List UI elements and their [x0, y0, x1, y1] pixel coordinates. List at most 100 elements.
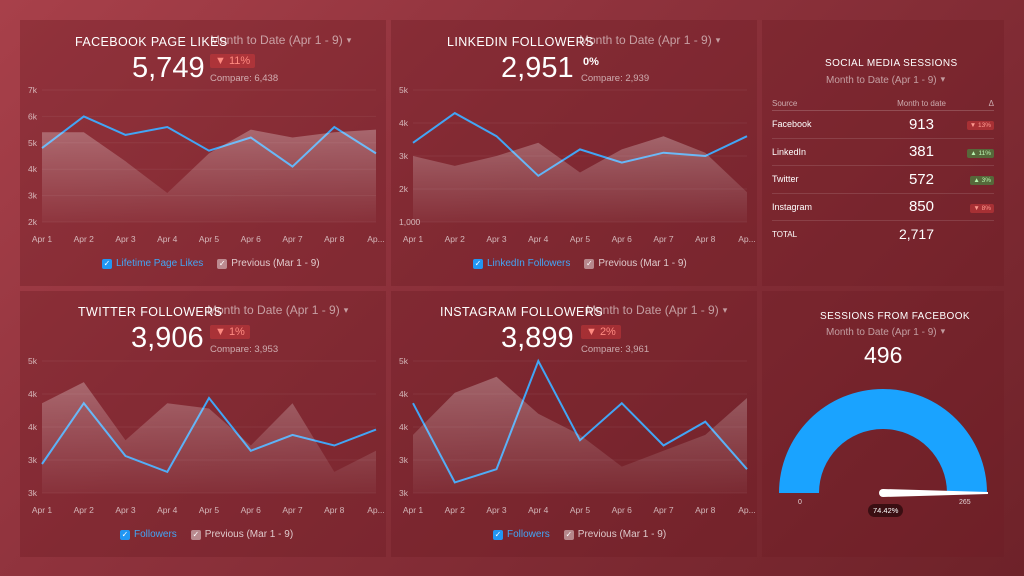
y-tick-label: 4k: [399, 389, 409, 399]
kpi-value: 3,906: [131, 322, 204, 354]
gauge-arc: [779, 389, 987, 493]
chart-legend: ✓ LinkedIn Followers ✓ Previous (Mar 1 - 9…: [473, 258, 687, 269]
y-tick-label: 7k: [28, 85, 38, 95]
chart-legend: ✓ Followers ✓ Previous (Mar 1 - 9): [120, 529, 293, 540]
legend-previous[interactable]: ✓ Previous (Mar 1 - 9): [584, 258, 687, 269]
previous-period-area: [42, 129, 376, 222]
panel-title: INSTAGRAM FOLLOWERS: [440, 305, 603, 319]
panel-title: FACEBOOK PAGE LIKES: [75, 35, 228, 49]
y-tick-label: 3k: [28, 455, 38, 465]
x-tick-label: Apr 3: [486, 234, 507, 244]
date-range-dropdown[interactable]: Month to Date (Apr 1 - 9) ▾: [826, 74, 946, 86]
legend-current[interactable]: ✓ Followers: [120, 529, 177, 540]
twitter-followers-panel: TWITTER FOLLOWERS Month to Date (Apr 1 -…: [20, 291, 386, 557]
checkbox-checked-icon: ✓: [493, 529, 503, 540]
x-tick-label: Ap...: [738, 234, 755, 244]
y-tick-label: 4k: [28, 422, 38, 432]
x-tick-label: Apr 2: [74, 505, 95, 515]
twitter-followers-chart: 5k 4k 4k 3k 3k Apr 1 Apr 2 Apr 3 Apr 4 Apr 5 Apr 6…: [28, 356, 385, 515]
legend-current[interactable]: ✓ Lifetime Page Likes: [102, 258, 204, 269]
kpi-value: 3,899: [501, 322, 574, 354]
y-tick-label: 4k: [28, 389, 38, 399]
gauge-max-label: 265: [959, 499, 971, 506]
x-tick-label: Ap...: [367, 234, 384, 244]
checkbox-checked-icon: ✓: [102, 258, 112, 269]
header-source: Source: [772, 96, 854, 111]
y-tick-label: 2k: [399, 184, 409, 194]
compare-value: Compare: 2,939: [581, 73, 650, 84]
chevron-down-icon: ▾: [715, 35, 721, 45]
y-tick-label: 5k: [399, 85, 409, 95]
x-tick-label: Apr 1: [32, 505, 53, 515]
legend-previous[interactable]: ✓ Previous (Mar 1 - 9): [190, 529, 294, 540]
gauge-min-label: 0: [798, 499, 802, 506]
facebook-likes-chart: 7k 6k 5k 4k 3k 2k Apr 1 Apr 2 Apr 3 Apr 4 Apr 5 Apr…: [28, 85, 385, 244]
compare-value: Compare: 3,961: [581, 344, 650, 355]
date-range-dropdown[interactable]: Month to Date (Apr 1 - 9) ▾: [207, 303, 349, 317]
x-tick-label: Apr 5: [570, 505, 591, 515]
legend-previous[interactable]: ✓ Previous (Mar 1 - 9): [563, 529, 667, 540]
x-tick-label: Apr 8: [695, 505, 716, 515]
table-row: Instagram 850 ▼ 8%: [772, 193, 994, 221]
x-tick-label: Apr 3: [115, 505, 136, 515]
kpi-value: 2,951: [501, 52, 574, 84]
row-value: 913: [854, 110, 946, 139]
y-tick-label: 4k: [399, 118, 409, 128]
legend-previous[interactable]: ✓ Previous (Mar 1 - 9): [217, 258, 320, 269]
change-badge: ▼ 11%: [210, 54, 256, 68]
row-source: Instagram: [772, 193, 854, 221]
date-range-dropdown[interactable]: Month to Date (Apr 1 - 9) ▾: [210, 33, 352, 47]
x-tick-label: Apr 3: [486, 505, 507, 515]
total-row: TOTAL 2,717: [772, 221, 994, 248]
panel-title: TWITTER FOLLOWERS: [78, 305, 223, 319]
x-tick-label: Apr 6: [612, 505, 633, 515]
x-tick-label: Apr 7: [653, 234, 674, 244]
x-tick-label: Ap...: [367, 505, 384, 515]
x-tick-label: Ap...: [738, 505, 755, 515]
linkedin-followers-panel: LINKEDIN FOLLOWERS Month to Date (Apr 1 …: [391, 20, 757, 286]
gauge-needle: [879, 489, 988, 497]
row-value: 850: [854, 193, 946, 221]
x-tick-label: Apr 1: [32, 234, 53, 244]
legend-current[interactable]: ✓ LinkedIn Followers: [473, 258, 571, 269]
sessions-gauge: [779, 389, 988, 497]
row-value: 381: [854, 138, 946, 166]
chevron-down-icon: ▾: [940, 74, 946, 84]
y-tick-label: 4k: [399, 422, 409, 432]
date-range-dropdown[interactable]: Month to Date (Apr 1 - 9) ▾: [826, 326, 946, 338]
x-tick-label: Apr 2: [445, 234, 466, 244]
kpi-value: 5,749: [132, 52, 205, 84]
panel-title: SOCIAL MEDIA SESSIONS: [825, 58, 958, 69]
date-range-dropdown[interactable]: Month to Date (Apr 1 - 9) ▾: [586, 303, 728, 317]
chevron-down-icon: ▾: [343, 305, 349, 315]
compare-value: Compare: 6,438: [210, 73, 279, 84]
chart-legend: ✓ Lifetime Page Likes ✓ Previous (Mar 1 - …: [102, 258, 320, 269]
x-tick-label: Apr 8: [324, 505, 345, 515]
row-source: LinkedIn: [772, 138, 854, 166]
checkbox-checked-icon: ✓: [473, 258, 483, 269]
linkedin-followers-chart: 5k 4k 3k 2k 1,000 Apr 1 Apr 2 Apr 3 Apr 4 Apr 5 Ap…: [399, 85, 756, 244]
checkbox-checked-icon: ✓: [217, 258, 228, 269]
x-tick-label: Apr 1: [403, 234, 424, 244]
y-tick-label: 3k: [399, 488, 409, 498]
facebook-page-likes-panel: FACEBOOK PAGE LIKES Month to Date (Apr 1…: [20, 20, 386, 286]
previous-period-area: [413, 376, 747, 493]
x-tick-label: Apr 2: [74, 234, 95, 244]
table-row: Facebook 913 ▼ 13%: [772, 110, 994, 139]
row-source: Facebook: [772, 110, 854, 139]
x-tick-label: Apr 4: [157, 505, 178, 515]
chevron-down-icon: ▾: [722, 305, 728, 315]
x-tick-label: Apr 2: [445, 505, 466, 515]
checkbox-checked-icon: ✓: [120, 529, 130, 540]
change-badge: 0%: [583, 56, 599, 68]
delta-badge: ▲ 3%: [970, 176, 994, 186]
total-label: TOTAL: [772, 229, 798, 239]
x-tick-label: Apr 4: [528, 505, 549, 515]
y-tick-label: 1,000: [399, 217, 421, 227]
y-tick-label: 3k: [399, 151, 409, 161]
x-tick-label: Apr 1: [403, 505, 424, 515]
legend-current[interactable]: ✓ Followers: [493, 529, 550, 540]
y-tick-label: 5k: [399, 356, 409, 366]
panel-title: LINKEDIN FOLLOWERS: [447, 35, 594, 49]
date-range-dropdown[interactable]: Month to Date (Apr 1 - 9) ▾: [579, 33, 721, 47]
